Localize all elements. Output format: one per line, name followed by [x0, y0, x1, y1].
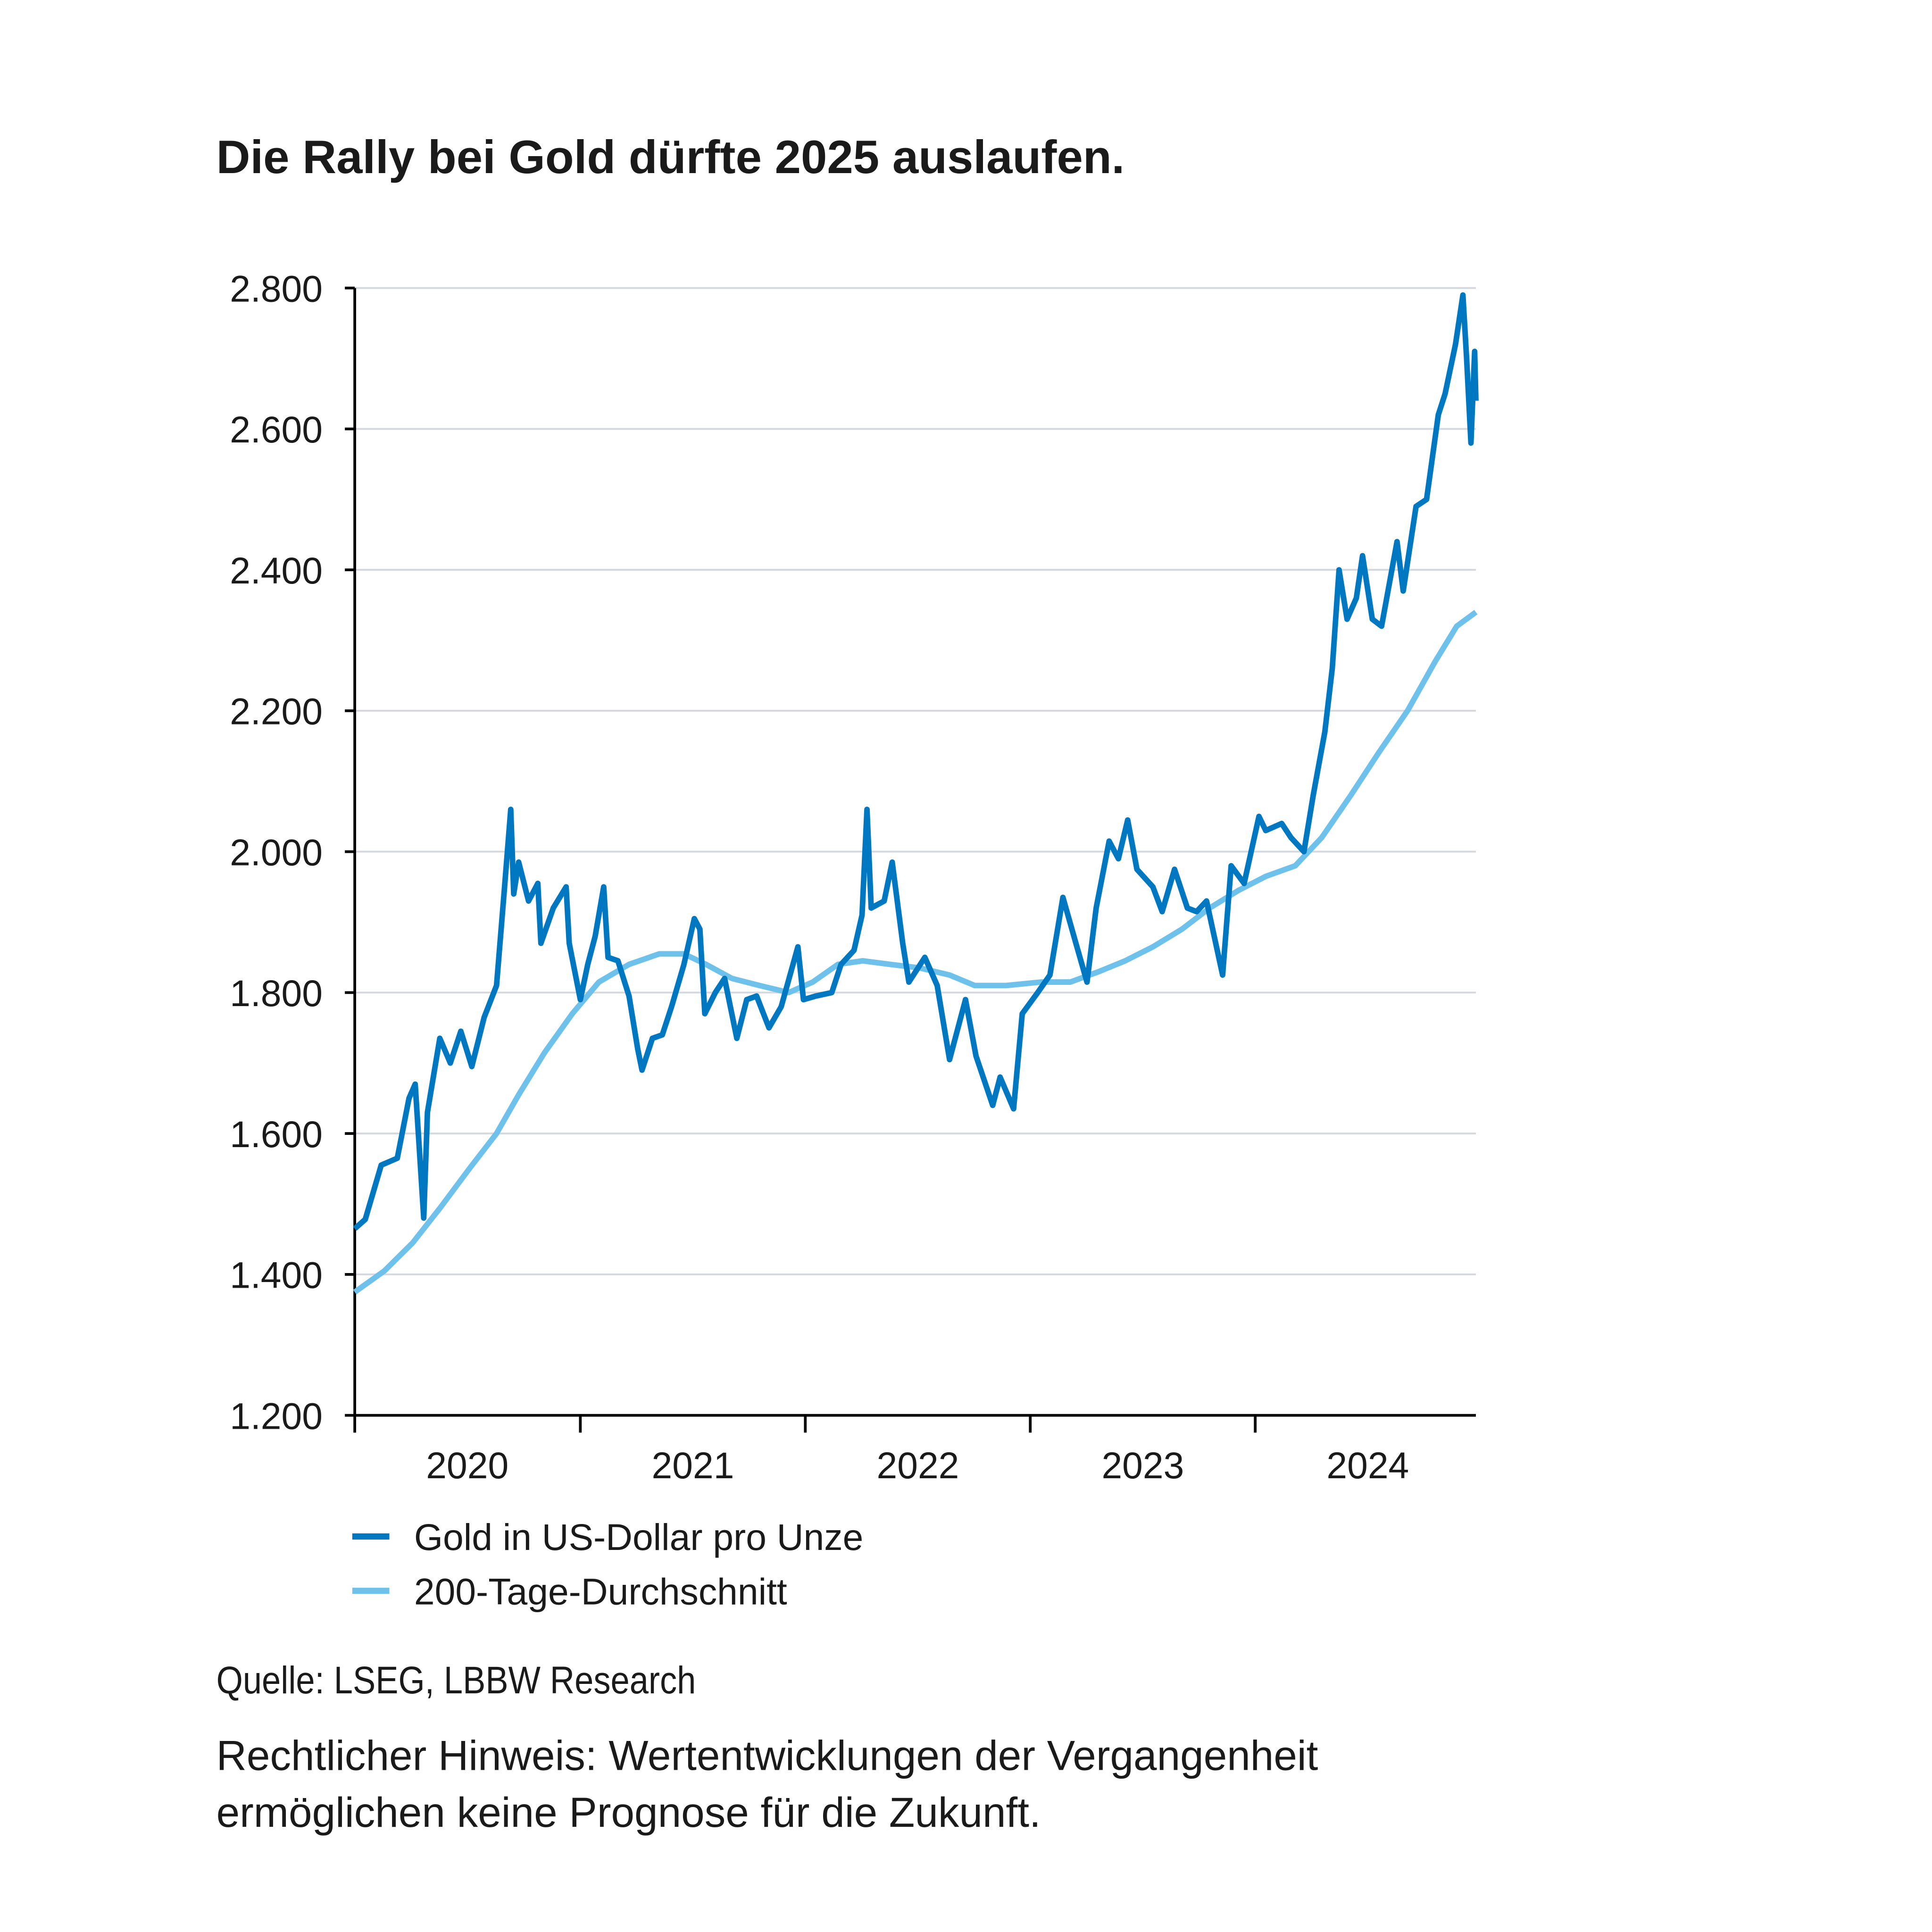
disclaimer-line-2: ermöglichen keine Prognose für die Zukun…	[217, 1789, 1041, 1836]
y-tick-label: 1.800	[230, 973, 323, 1014]
y-tick-label: 1.400	[230, 1255, 323, 1296]
legend-item-average: 200-Tage-Durchschnitt	[352, 1571, 787, 1613]
series-line-200-day-average	[353, 609, 1478, 1295]
y-tick-label: 2.200	[230, 691, 323, 733]
legend-label-gold: Gold in US-Dollar pro Unze	[414, 1516, 863, 1558]
series-line-gold	[353, 292, 1479, 1231]
legend-label-average: 200-Tage-Durchschnitt	[414, 1571, 787, 1613]
legend: Gold in US-Dollar pro Unze 200-Tage-Durc…	[352, 1516, 863, 1613]
y-tick-label: 1.600	[230, 1114, 323, 1155]
x-tick-label: 2023	[1101, 1445, 1184, 1486]
x-tick-label: 2024	[1326, 1445, 1409, 1486]
y-tick-label: 2.600	[230, 409, 323, 450]
y-tick-label: 2.800	[230, 268, 323, 309]
chart-title: Die Rally bei Gold dürfte 2025 auslaufen…	[217, 131, 1125, 183]
x-axis: 2020 2021 2022 2023 2024	[353, 1414, 1476, 1486]
grid	[355, 287, 1476, 1275]
x-tick-label: 2020	[426, 1445, 508, 1486]
x-tick-label: 2022	[877, 1445, 959, 1486]
x-tick-label: 2021	[652, 1445, 734, 1486]
legend-item-gold: Gold in US-Dollar pro Unze	[352, 1516, 863, 1558]
y-tick-label: 2.000	[230, 832, 323, 873]
y-axis: 1.200 1.400 1.600 1.800 2.000 2.200 2.400 2.600…	[230, 268, 356, 1437]
plot-area	[353, 292, 1479, 1295]
y-tick-label: 1.200	[230, 1395, 323, 1437]
disclaimer-line-1: Rechtlicher Hinweis: Wertentwicklungen d…	[217, 1732, 1318, 1779]
y-tick-label: 2.400	[230, 550, 323, 591]
source-note: Quelle: LSEG, LBBW Research	[217, 1659, 696, 1702]
